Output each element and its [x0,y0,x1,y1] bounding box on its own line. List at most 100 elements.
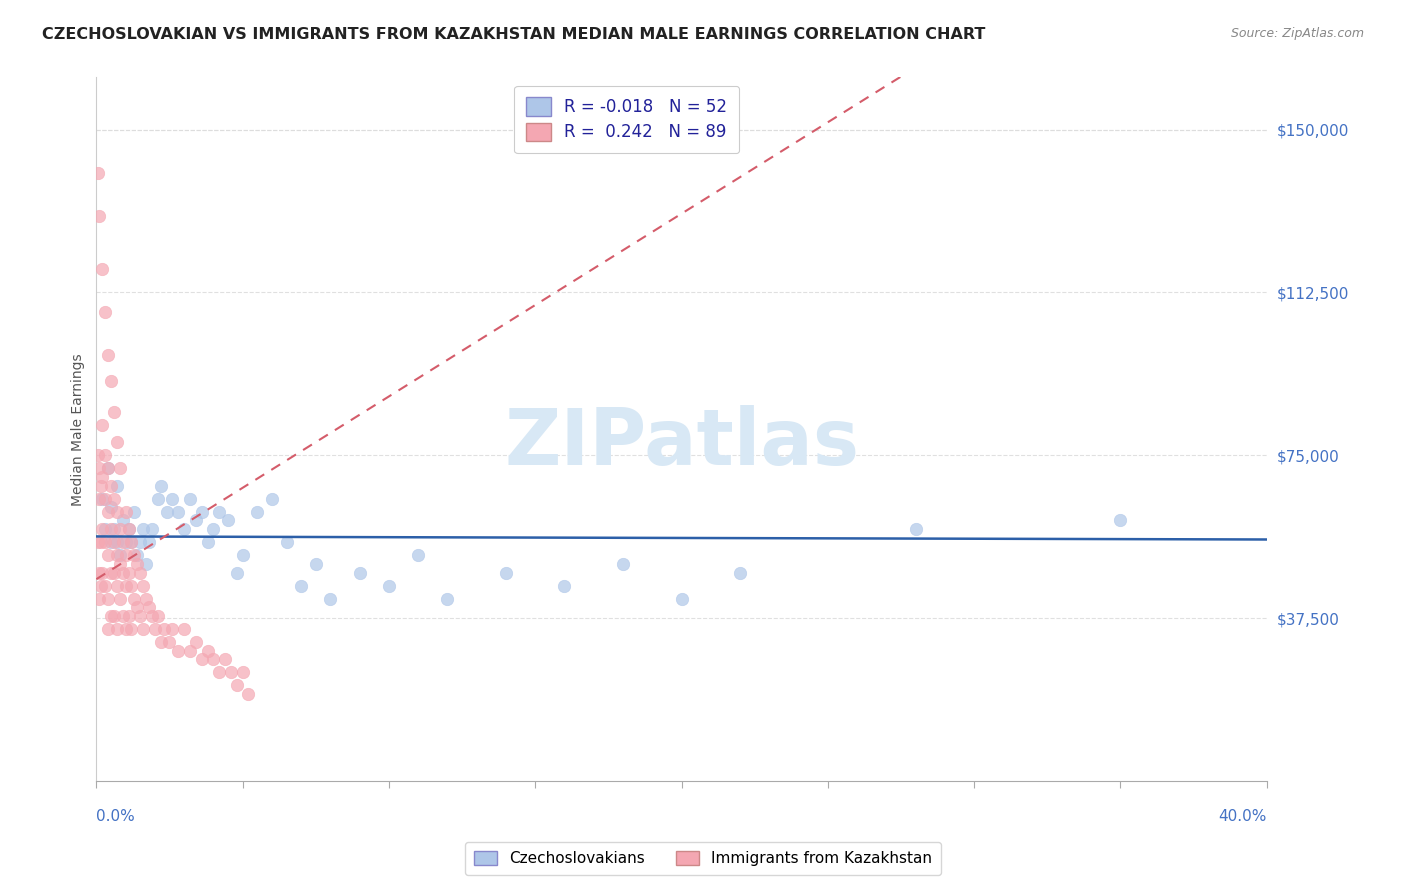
Point [1109,513,1132,527]
Point [132,622,155,636]
Point [90,578,112,592]
Point [100,535,122,549]
Point [94,305,117,319]
Point [319,591,342,606]
Text: Source: ZipAtlas.com: Source: ZipAtlas.com [1230,27,1364,40]
Point [97,505,120,519]
Point [232,548,254,562]
Point [155,505,177,519]
Point [162,622,184,636]
Point [97,461,120,475]
Point [89,566,111,580]
Point [108,461,131,475]
Point [260,491,283,506]
Point [202,522,225,536]
Point [103,405,125,419]
Point [111,609,134,624]
Point [167,505,190,519]
Point [100,500,122,515]
Point [100,478,122,492]
Point [378,578,401,592]
Point [146,609,169,624]
Point [219,665,242,680]
Point [124,505,146,519]
Point [91,522,114,536]
Point [276,535,298,549]
Point [91,566,114,580]
Text: 40.0%: 40.0% [1219,809,1267,824]
Point [111,535,134,549]
Point [349,566,371,580]
Point [105,478,128,492]
Point [117,522,139,536]
Point [162,491,184,506]
Point [105,578,128,592]
Point [94,448,117,462]
Point [94,522,117,536]
Point [132,522,155,536]
Text: ZIPatlas: ZIPatlas [503,405,859,482]
Point [173,622,195,636]
Point [94,578,117,592]
Point [89,210,111,224]
Point [97,548,120,562]
Point [114,578,136,592]
Point [225,678,247,692]
Point [90,535,112,549]
Point [127,600,149,615]
Point [91,417,114,432]
Point [159,635,181,649]
Point [121,578,143,592]
Point [612,557,634,571]
Point [138,600,160,615]
Point [127,548,149,562]
Point [436,591,458,606]
Point [100,566,122,580]
Point [149,635,172,649]
Text: 0.0%: 0.0% [97,809,135,824]
Point [184,635,207,649]
Point [105,548,128,562]
Point [121,622,143,636]
Point [904,522,927,536]
Point [90,478,112,492]
Point [117,609,139,624]
Point [290,578,312,592]
Point [117,566,139,580]
Point [94,491,117,506]
Point [114,535,136,549]
Point [141,609,163,624]
Point [114,505,136,519]
Point [89,491,111,506]
Point [103,566,125,580]
Point [89,461,111,475]
Point [190,505,212,519]
Y-axis label: Median Male Earnings: Median Male Earnings [72,353,86,506]
Point [103,491,125,506]
Point [149,478,172,492]
Point [97,461,120,475]
Point [108,548,131,562]
Point [111,513,134,527]
Point [87,448,110,462]
Point [232,665,254,680]
Point [91,470,114,484]
Point [103,522,125,536]
Point [105,435,128,450]
Point [173,522,195,536]
Point [129,609,152,624]
Legend: Czechoslovakians, Immigrants from Kazakhstan: Czechoslovakians, Immigrants from Kazakh… [465,842,941,875]
Point [91,491,114,506]
Point [246,505,269,519]
Point [406,548,429,562]
Point [108,522,131,536]
Point [100,375,122,389]
Point [167,644,190,658]
Point [111,566,134,580]
Point [208,665,231,680]
Point [89,591,111,606]
Point [117,522,139,536]
Point [197,644,219,658]
Point [146,491,169,506]
Point [103,535,125,549]
